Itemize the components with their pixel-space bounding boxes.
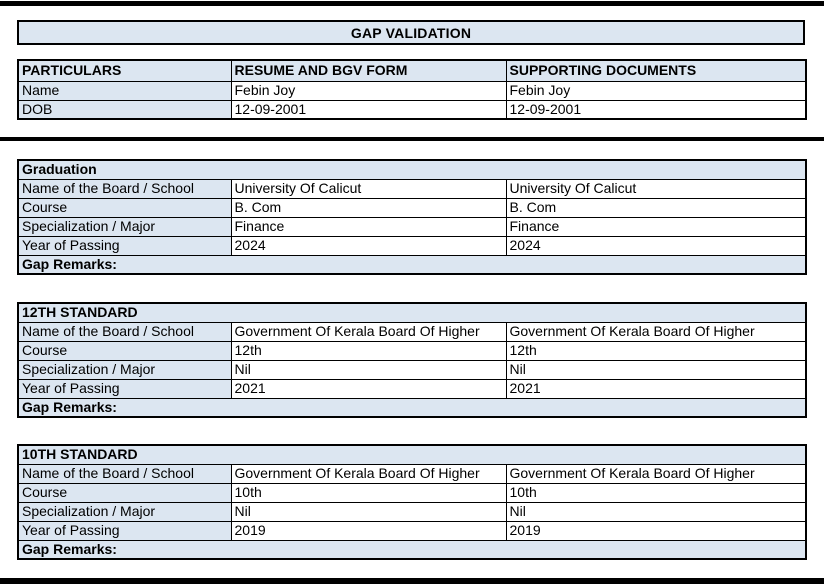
supporting-value: 12th <box>505 340 807 361</box>
field-label: Course <box>17 482 232 503</box>
gap-remarks-row: Gap Remarks: <box>17 397 807 418</box>
12th-standard-table: 12TH STANDARD Name of the Board / School… <box>17 302 808 418</box>
resume-value: University Of Calicut <box>230 178 507 199</box>
supporting-value: 12-09-2001 <box>505 99 807 120</box>
field-label: Specialization / Major <box>17 359 232 380</box>
resume-value: B. Com <box>230 197 507 218</box>
supporting-value: University Of Calicut <box>505 178 807 199</box>
resume-value: Finance <box>230 216 507 237</box>
table-row: Name Febin Joy Febin Joy <box>17 80 807 101</box>
graduation-table: Graduation Name of the Board / School Un… <box>17 159 808 275</box>
field-label: DOB <box>17 99 232 120</box>
table-row: Year of Passing 2019 2019 <box>17 520 807 541</box>
field-label: Course <box>17 197 232 218</box>
field-label: Year of Passing <box>17 235 232 256</box>
column-header-supporting-docs: SUPPORTING DOCUMENTS <box>505 59 807 82</box>
supporting-value: 2019 <box>505 520 807 541</box>
particulars-table: PARTICULARS RESUME AND BGV FORM SUPPORTI… <box>17 59 807 120</box>
column-header-particulars: PARTICULARS <box>17 59 232 82</box>
resume-value: 12th <box>230 340 507 361</box>
field-label: Name <box>17 80 232 101</box>
section-header-row: Graduation <box>17 159 807 180</box>
supporting-value: Finance <box>505 216 807 237</box>
supporting-value: Nil <box>505 359 807 380</box>
resume-value: Nil <box>230 501 507 522</box>
table-row: Name of the Board / School Government Of… <box>17 321 807 342</box>
section-title: Graduation <box>17 159 807 180</box>
supporting-value: 2024 <box>505 235 807 256</box>
gap-remarks-label: Gap Remarks: <box>17 254 807 275</box>
table-row: Course 12th 12th <box>17 340 807 361</box>
supporting-value: Nil <box>505 501 807 522</box>
section-title: 12TH STANDARD <box>17 302 807 323</box>
supporting-value: Government Of Kerala Board Of Higher <box>505 463 807 484</box>
resume-value: Nil <box>230 359 507 380</box>
table-row: Year of Passing 2024 2024 <box>17 235 807 256</box>
field-label: Course <box>17 340 232 361</box>
resume-value: Government Of Kerala Board Of Higher <box>230 463 507 484</box>
resume-value: Government Of Kerala Board Of Higher <box>230 321 507 342</box>
table-row: DOB 12-09-2001 12-09-2001 <box>17 99 807 120</box>
field-label: Name of the Board / School <box>17 463 232 484</box>
resume-value: 2019 <box>230 520 507 541</box>
table-row: Name of the Board / School University Of… <box>17 178 807 199</box>
field-label: Name of the Board / School <box>17 178 232 199</box>
field-label: Specialization / Major <box>17 501 232 522</box>
10th-standard-table: 10TH STANDARD Name of the Board / School… <box>17 444 808 560</box>
bottom-border-rule <box>0 578 824 584</box>
table-row: Specialization / Major Finance Finance <box>17 216 807 237</box>
table-row: Specialization / Major Nil Nil <box>17 359 807 380</box>
supporting-value: Government Of Kerala Board Of Higher <box>505 321 807 342</box>
section-header-row: 12TH STANDARD <box>17 302 807 323</box>
field-label: Name of the Board / School <box>17 321 232 342</box>
gap-remarks-label: Gap Remarks: <box>17 397 807 418</box>
field-label: Year of Passing <box>17 520 232 541</box>
resume-value: 10th <box>230 482 507 503</box>
gap-remarks-row: Gap Remarks: <box>17 539 807 560</box>
section-title: 10TH STANDARD <box>17 444 807 465</box>
document-title-banner: GAP VALIDATION <box>17 20 805 45</box>
supporting-value: Febin Joy <box>505 80 807 101</box>
section-header-row: 10TH STANDARD <box>17 444 807 465</box>
resume-value: 2024 <box>230 235 507 256</box>
column-header-resume-bgv: RESUME AND BGV FORM <box>230 59 507 82</box>
resume-value: Febin Joy <box>230 80 507 101</box>
table-header-row: PARTICULARS RESUME AND BGV FORM SUPPORTI… <box>17 59 807 82</box>
supporting-value: 2021 <box>505 378 807 399</box>
gap-remarks-label: Gap Remarks: <box>17 539 807 560</box>
table-row: Course B. Com B. Com <box>17 197 807 218</box>
field-label: Specialization / Major <box>17 216 232 237</box>
gap-remarks-row: Gap Remarks: <box>17 254 807 275</box>
table-row: Year of Passing 2021 2021 <box>17 378 807 399</box>
resume-value: 2021 <box>230 378 507 399</box>
supporting-value: B. Com <box>505 197 807 218</box>
top-border-rule <box>0 1 824 6</box>
page-title: GAP VALIDATION <box>350 24 472 41</box>
table-row: Specialization / Major Nil Nil <box>17 501 807 522</box>
section-divider-rule <box>0 137 824 141</box>
table-row: Course 10th 10th <box>17 482 807 503</box>
field-label: Year of Passing <box>17 378 232 399</box>
supporting-value: 10th <box>505 482 807 503</box>
table-row: Name of the Board / School Government Of… <box>17 463 807 484</box>
resume-value: 12-09-2001 <box>230 99 507 120</box>
